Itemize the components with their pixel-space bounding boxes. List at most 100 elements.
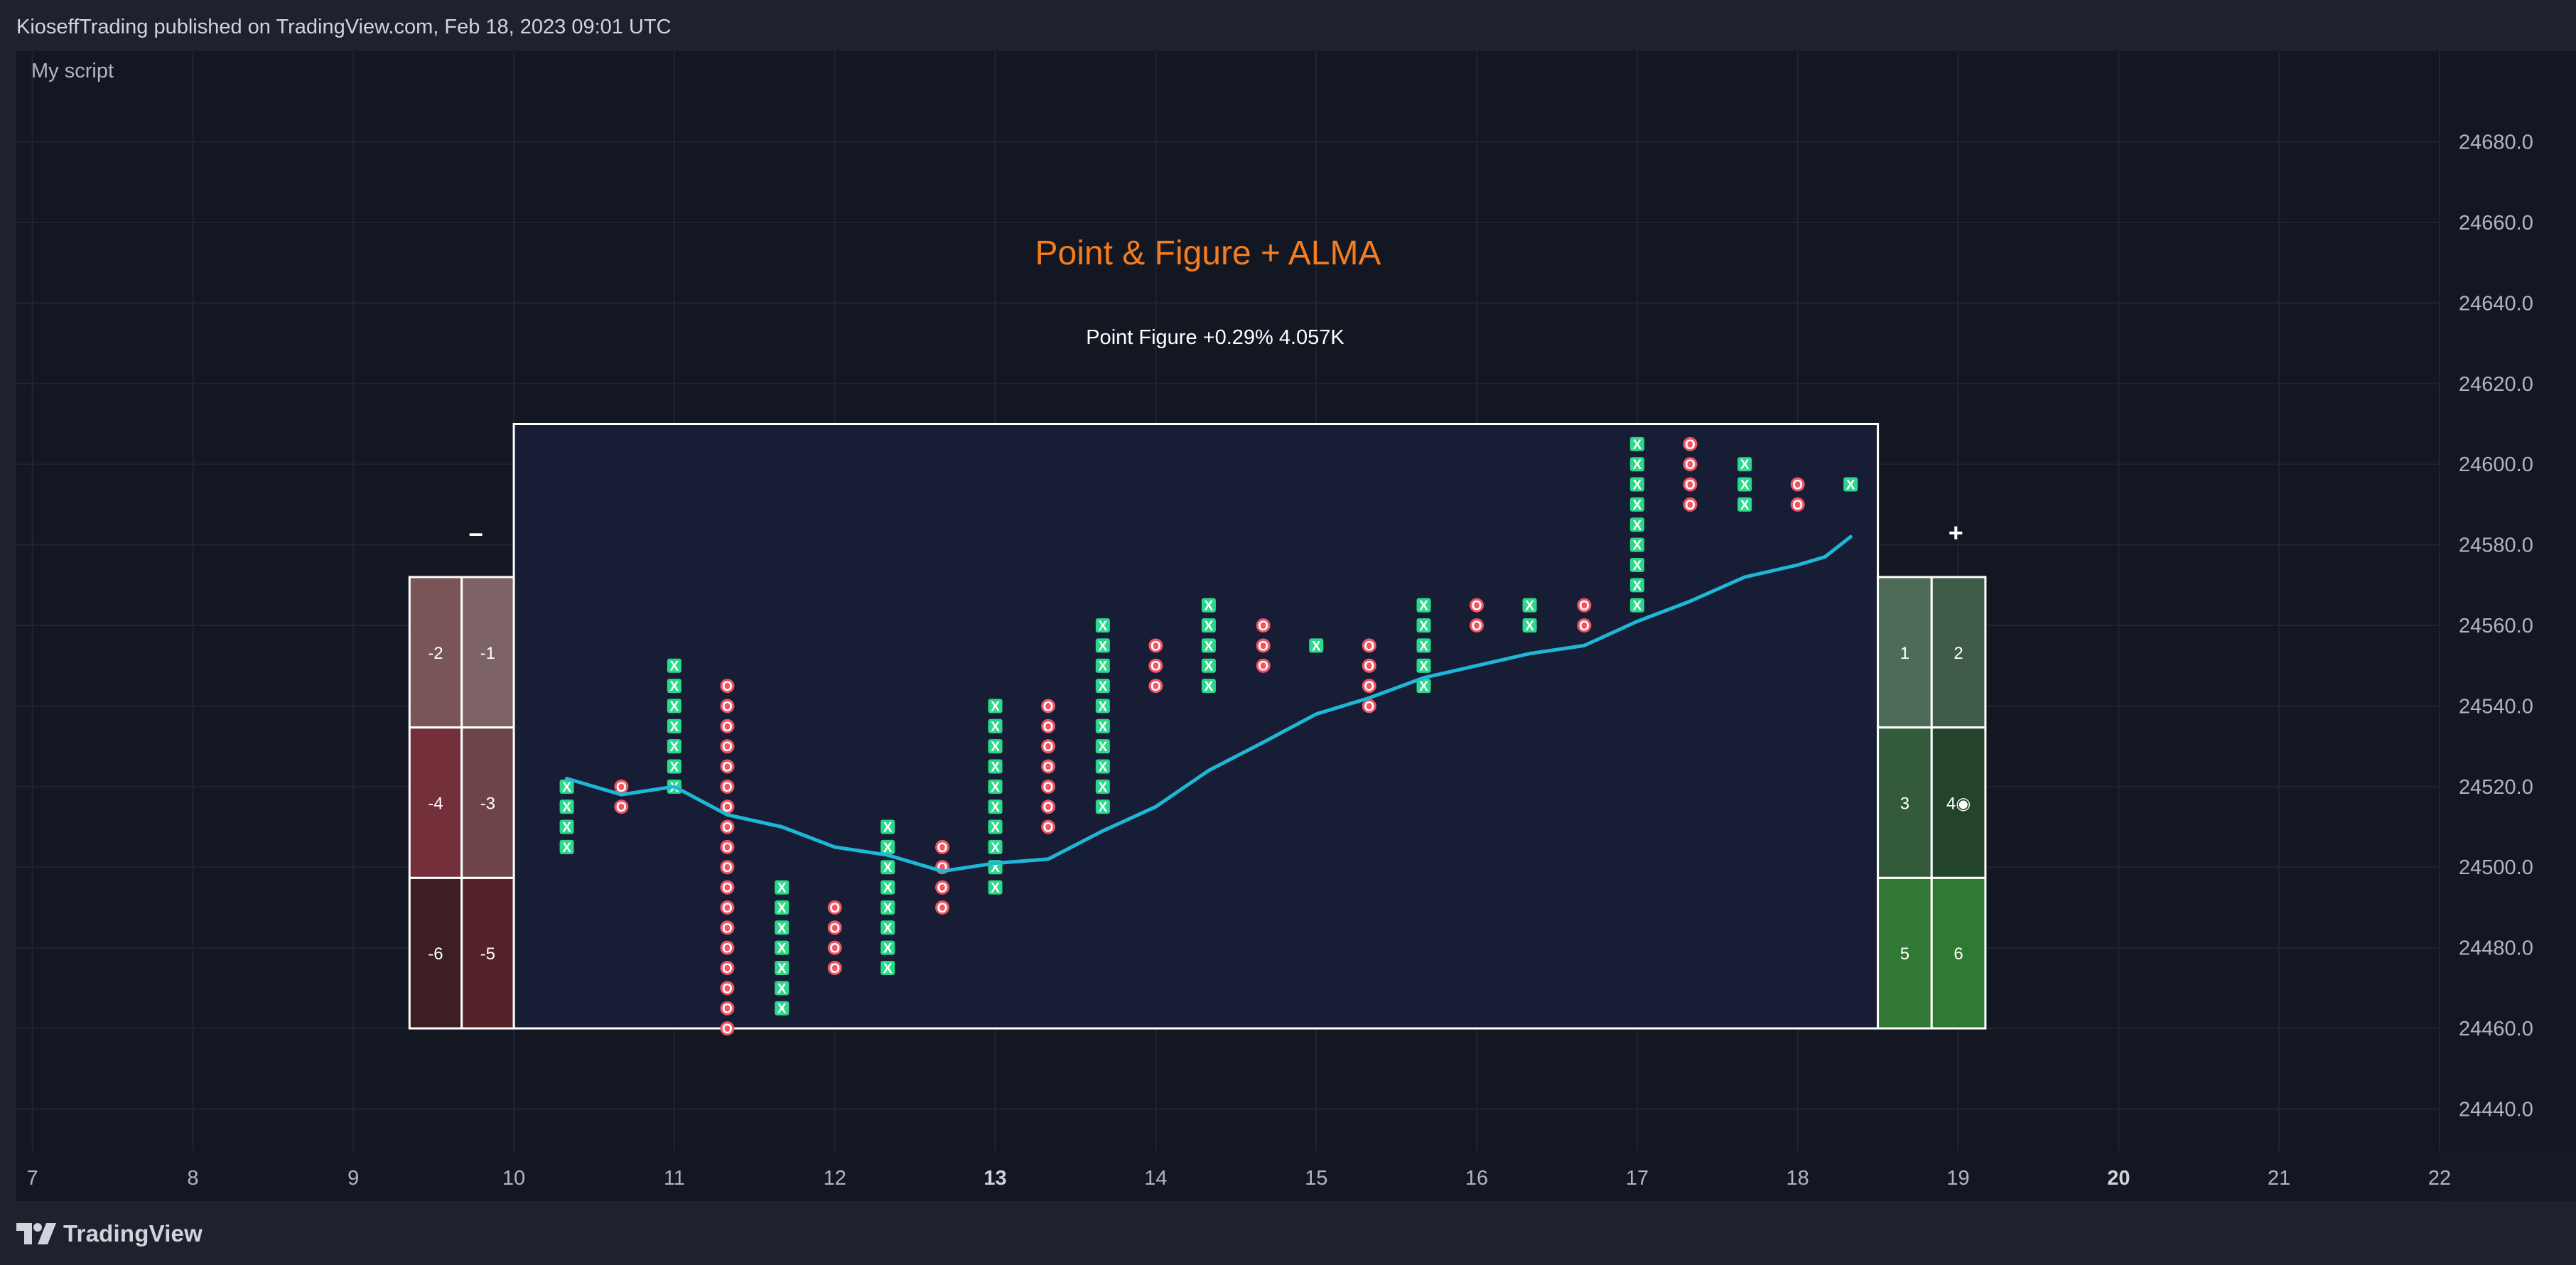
pnf-x-mark: [1416, 618, 1431, 633]
pnf-o-glyph: O: [829, 962, 840, 976]
pnf-o-glyph: O: [1043, 760, 1054, 775]
pnf-x-glyph: X: [777, 981, 787, 996]
tradingview-logo[interactable]: TradingView: [16, 1218, 203, 1249]
pnf-x-glyph: X: [1099, 639, 1108, 654]
tradingview-logo-text: TradingView: [63, 1220, 203, 1247]
pnf-o-mark: [935, 839, 950, 854]
pnf-x-glyph: X: [991, 780, 1000, 795]
time-tick-label: 14: [1144, 1167, 1167, 1190]
chart-subtitle: Point Figure +0.29% 4.057K: [1086, 326, 1344, 349]
pnf-panel-box: [512, 423, 1880, 1030]
pnf-x-glyph: X: [883, 821, 893, 836]
price-tick-label: 24520.0: [2459, 776, 2533, 799]
pnf-x-glyph: X: [1633, 438, 1642, 453]
pnf-x-mark: [775, 900, 789, 915]
pnf-x-mark: [667, 658, 681, 673]
tradingview-logo-icon: [16, 1223, 56, 1244]
gauge-cell-label: 1: [1900, 644, 1909, 663]
pnf-o-glyph: O: [1043, 740, 1054, 755]
pnf-o-mark: [1470, 618, 1484, 633]
pnf-x-mark: [1416, 679, 1431, 694]
pnf-x-glyph: X: [670, 699, 679, 714]
pnf-o-mark: [1041, 718, 1056, 733]
pnf-x-mark: [667, 679, 681, 694]
pnf-x-mark: [559, 839, 574, 854]
pnf-x-glyph: X: [1099, 800, 1108, 815]
price-tick-label: 24540.0: [2459, 695, 2533, 718]
footer-bar: [0, 1201, 2576, 1265]
pnf-o-mark: [1148, 638, 1163, 653]
pnf-o-glyph: O: [722, 841, 733, 856]
pnf-o-glyph: O: [722, 861, 733, 876]
publish-info: KioseffTrading published on TradingView.…: [16, 16, 672, 38]
pnf-x-mark: [1095, 618, 1110, 633]
gauge-cell-label: -3: [480, 795, 495, 814]
pnf-x-mark: [880, 839, 895, 854]
gauge-cell-label: 6: [1953, 944, 1963, 964]
pnf-o-glyph: O: [1685, 478, 1696, 493]
pnf-x-glyph: X: [1419, 619, 1428, 634]
pnf-o-mark: [720, 1001, 735, 1016]
pnf-o-mark: [1041, 779, 1056, 794]
pnf-x-glyph: X: [1419, 639, 1428, 654]
pnf-o-glyph: O: [937, 841, 948, 856]
pnf-x-mark: [880, 940, 895, 955]
pnf-x-glyph: X: [777, 962, 787, 976]
pnf-x-glyph: X: [991, 841, 1000, 856]
gauge-cell-label: 3: [1900, 795, 1909, 814]
pnf-x-mark: [1629, 557, 1644, 572]
pnf-x-glyph: X: [1099, 720, 1108, 735]
indicator-name[interactable]: My script: [31, 60, 114, 82]
pnf-x-mark: [1095, 739, 1110, 754]
pnf-o-glyph: O: [722, 881, 733, 896]
axis-labels: 24440.0 24460.0 24480.0 24500.0 24520.0 24540…: [27, 131, 2533, 1190]
pnf-o-mark: [614, 779, 629, 794]
pnf-o-glyph: O: [1258, 619, 1268, 634]
price-tick-label: 24600.0: [2459, 453, 2533, 476]
pnf-x-mark: [988, 800, 1003, 814]
pnf-o-mark: [720, 839, 735, 854]
time-tick-label: 17: [1626, 1167, 1649, 1190]
negative-gauge-symbol: –: [469, 518, 483, 547]
pnf-x-glyph: X: [1633, 578, 1642, 593]
chart-title: Point & Figure + ALMA: [1035, 235, 1381, 272]
pnf-o-mark: [1256, 618, 1271, 633]
pnf-o-mark: [720, 819, 735, 834]
price-tick-label: 24660.0: [2459, 212, 2533, 235]
pnf-o-mark: [827, 920, 842, 935]
pnf-o-mark: [614, 800, 629, 814]
pnf-x-glyph: X: [1099, 760, 1108, 775]
pnf-x-mark: [1629, 598, 1644, 613]
pnf-x-glyph: X: [670, 660, 679, 674]
pnf-o-mark: [1041, 739, 1056, 754]
pnf-o-mark: [1577, 598, 1592, 613]
pnf-x-glyph: X: [562, 821, 571, 836]
alma-line: [565, 534, 1853, 873]
pnf-o-glyph: O: [1685, 458, 1696, 473]
time-scale[interactable]: [16, 1151, 2440, 1201]
pnf-o-glyph: O: [722, 942, 733, 957]
pnf-o-glyph: O: [1364, 679, 1374, 694]
pnf-x-mark: [775, 961, 789, 975]
gauge-boxes: -2 -1 -4 -3 -6 -5 – 1 2 3 4◉ 5 6 +: [408, 518, 1987, 1030]
pnf-o-mark: [935, 900, 950, 915]
pnf-x-mark: [1737, 477, 1752, 492]
pnf-x-glyph: X: [1633, 539, 1642, 554]
pnf-x-mark: [1309, 638, 1324, 653]
pnf-x-glyph: X: [883, 841, 893, 856]
pnf-x-mark: [775, 880, 789, 895]
pnf-o-mark: [1790, 477, 1805, 492]
gauge-cell: [460, 876, 515, 1030]
pnf-x-glyph: X: [1099, 699, 1108, 714]
pnf-o-mark: [1148, 658, 1163, 673]
pnf-x-mark: [1522, 598, 1537, 613]
pnf-o-mark: [1362, 638, 1376, 653]
pnf-o-glyph: O: [1150, 660, 1161, 674]
pnf-x-glyph: X: [1099, 740, 1108, 755]
pnf-x-glyph: X: [1419, 599, 1428, 614]
pnf-x-mark: [1629, 517, 1644, 532]
pnf-x-mark: [1629, 477, 1644, 492]
pnf-o-glyph: O: [1364, 639, 1374, 654]
price-tick-label: 24500.0: [2459, 856, 2533, 879]
pnf-x-glyph: X: [562, 780, 571, 795]
